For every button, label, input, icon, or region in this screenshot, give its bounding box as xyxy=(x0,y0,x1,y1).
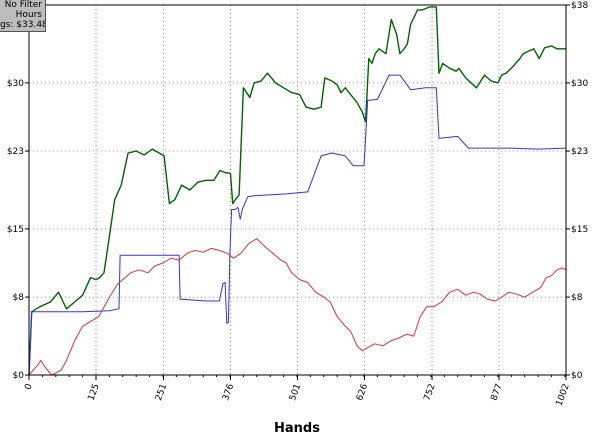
series-line-0 xyxy=(28,6,566,376)
y-tick-label-right: $23 xyxy=(571,147,588,157)
y-tick-label-right: $38 xyxy=(571,1,588,11)
y-tick-label-left: $0 xyxy=(13,371,25,381)
y-tick-label-right: $15 xyxy=(571,225,588,235)
x-tick-label: 251 xyxy=(154,383,169,403)
y-tick-label-left: $15 xyxy=(7,225,24,235)
y-tick-label-right: $0 xyxy=(571,371,583,381)
y-tick-label-right: $8 xyxy=(571,293,583,303)
x-tick-label: 125 xyxy=(87,383,102,403)
y-tick-label-left: $8 xyxy=(13,293,25,303)
series-line-2 xyxy=(28,238,567,376)
x-tick-label: 376 xyxy=(221,382,236,402)
x-axis-label: Hands xyxy=(274,421,320,435)
filter-line-3: gs: $33.48 xyxy=(0,20,46,30)
series-lines xyxy=(28,6,567,376)
x-tick-label: 0 xyxy=(23,382,34,391)
x-tick-label: 752 xyxy=(423,383,438,403)
y-tick-label-right: $30 xyxy=(571,79,588,89)
filter-info-box: No Filter Hours gs: $33.48 xyxy=(0,0,46,32)
y-tick-label-left: $23 xyxy=(7,147,24,157)
x-tick-label: 501 xyxy=(288,383,303,403)
x-tick-label: 877 xyxy=(490,383,505,403)
grid-lines xyxy=(29,5,566,375)
x-tick-label: 1002 xyxy=(555,383,572,408)
filter-line-2: Hours xyxy=(15,10,42,20)
x-tick-label: 626 xyxy=(355,382,370,402)
y-tick-label-left: $30 xyxy=(7,79,24,89)
series-line-1 xyxy=(28,74,567,376)
filter-line-1: No Filter xyxy=(4,0,42,10)
